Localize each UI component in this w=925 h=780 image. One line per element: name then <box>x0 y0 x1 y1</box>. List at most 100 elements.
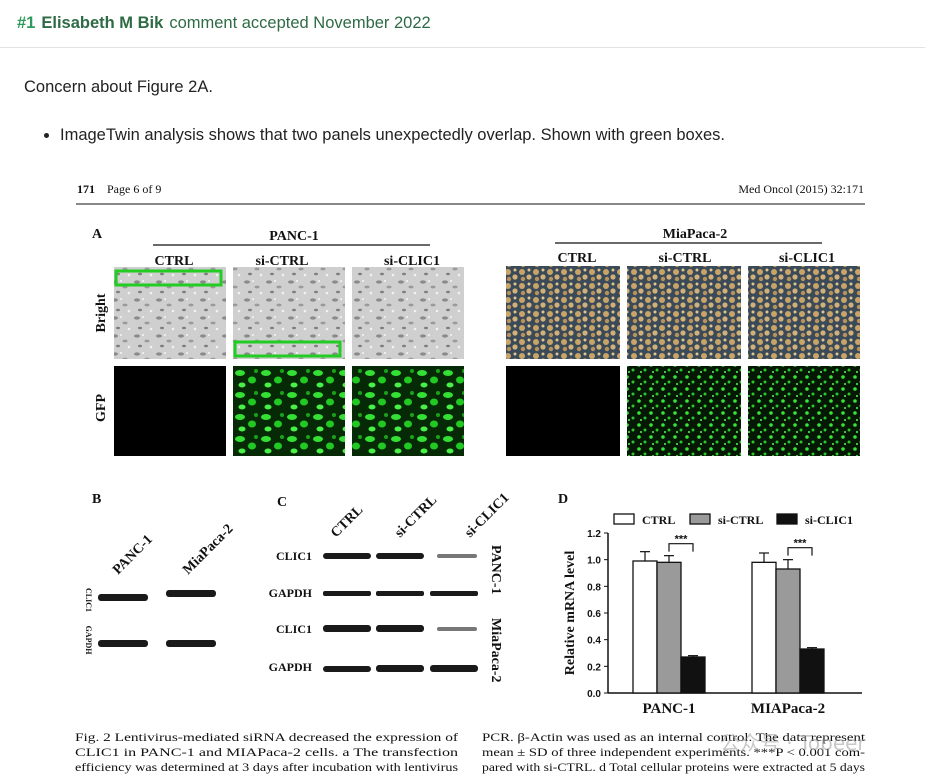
caption-left-line-1: Fig. 2 Lentivirus-mediated siRNA decreas… <box>75 730 458 744</box>
bright-mia-sictrl-image <box>627 266 741 359</box>
panel-c-band-gapdh-a: GAPDH <box>269 586 313 600</box>
panel-c-blot-r3-l3 <box>437 627 477 631</box>
comment-number[interactable]: #1 <box>17 14 36 32</box>
concern-text: Concern about Figure 2A. <box>24 78 213 96</box>
gfp-panc-sictrl-image <box>233 366 345 456</box>
panel-c-blot-r4-l3 <box>430 665 478 672</box>
legend-swatch <box>613 513 635 525</box>
panel-d-label: D <box>558 492 568 507</box>
panel-c-band-clic1-b: CLIC1 <box>276 622 312 636</box>
panel-c-side-panc: PANC-1 <box>488 545 503 595</box>
panel-c-blot-r2-l3 <box>430 591 478 596</box>
panel-c-side-mia: MiaPaca-2 <box>488 618 503 683</box>
legend-label: CTRL <box>642 513 675 527</box>
panel-b-blot-gapdh-2 <box>166 640 216 647</box>
comment-author[interactable]: Elisabeth M Bik <box>41 14 164 32</box>
panel-a-group-mia: MiaPaca-2 <box>663 227 728 242</box>
watermark: 公众号 · Topeer <box>720 731 866 755</box>
col-label-ctrl-panc: CTRL <box>155 254 194 269</box>
panel-c-blot-r1-l2 <box>376 553 424 559</box>
panel-b-lane-panc: PANC-1 <box>110 532 156 578</box>
bar-si-clic1 <box>799 648 825 694</box>
panel-b-band-clic1: CLIC1 <box>84 588 93 612</box>
panel-c-lane-siclic1: si-CLIC1 <box>462 491 512 541</box>
col-label-siclic1-panc: si-CLIC1 <box>384 254 440 269</box>
findings-list: ImageTwin analysis shows that two panels… <box>40 126 725 145</box>
panel-c-lane-sictrl: si-CTRL <box>392 493 440 541</box>
page-label: Page 6 of 9 <box>107 182 161 196</box>
panel-c-lane-ctrl: CTRL <box>328 503 366 541</box>
y-tick-label: 1.2 <box>587 529 601 540</box>
significance-stars: *** <box>675 534 689 546</box>
panel-b-label: B <box>92 492 101 507</box>
x-category-label: MIAPaca-2 <box>751 701 825 717</box>
y-tick-label: 0.2 <box>587 662 601 673</box>
comment-status: comment accepted November 2022 <box>169 14 431 32</box>
row-label-bright: Bright <box>94 293 109 332</box>
y-tick-label: 0.8 <box>587 582 601 593</box>
panel-c-blot-r3-l2 <box>376 625 424 632</box>
bright-mia-siclic1-image <box>748 266 860 359</box>
figure-image: 171 Page 6 of 9 Med Oncol (2015) 32:171 … <box>0 170 925 780</box>
bar-si-ctrl <box>656 561 682 694</box>
bar-si-ctrl <box>775 568 801 694</box>
panel-d-chart: 0.0 0.2 0.4 0.6 0.8 1.0 1.2 Relative mRNA level… <box>563 513 862 717</box>
panel-b-blot-clic1-2 <box>166 590 216 597</box>
gfp-mia-siclic1-image <box>748 366 860 456</box>
col-label-sictrl-panc: si-CTRL <box>256 254 309 269</box>
page-number: 171 <box>77 182 95 196</box>
gfp-panc-siclic1-image <box>352 366 464 456</box>
col-label-siclic1-mia: si-CLIC1 <box>779 251 835 266</box>
significance-bracket <box>668 543 694 552</box>
gfp-mia-ctrl-image <box>506 366 620 456</box>
bar-ctrl <box>632 560 658 694</box>
comment-header: #1 Elisabeth M Bik comment accepted Nove… <box>0 0 925 48</box>
panel-c-band-gapdh-b: GAPDH <box>269 660 313 674</box>
row-label-gfp: GFP <box>94 394 109 422</box>
bar-ctrl <box>751 561 777 694</box>
bar-si-clic1 <box>680 656 706 694</box>
bright-panc-sictrl-image <box>233 267 345 359</box>
y-tick-label: 0.0 <box>587 689 601 700</box>
overlap-box-ctrl <box>114 269 223 287</box>
caption-right-line-1: PCR. β-Actin was used as an internal con… <box>482 730 866 744</box>
journal-ref: Med Oncol (2015) 32:171 <box>738 182 864 196</box>
panel-c-blot-r1-l3 <box>437 554 477 558</box>
panel-c-label: C <box>277 495 287 510</box>
y-tick-label: 1.0 <box>587 556 601 567</box>
caption-left-line-3: efficiency was determined at 3 days afte… <box>75 760 458 774</box>
panel-c-blot-r2-l1 <box>323 591 371 596</box>
col-label-sictrl-mia: si-CTRL <box>659 251 712 266</box>
y-tick-label: 0.6 <box>587 609 601 620</box>
panel-b-blot-clic1-1 <box>98 594 148 601</box>
caption-right-line-3: pared with si-CTRL. d Total cellular pro… <box>482 760 865 774</box>
y-axis-label: Relative mRNA level <box>563 551 578 676</box>
finding-item: ImageTwin analysis shows that two panels… <box>60 126 725 145</box>
gfp-mia-sictrl-image <box>627 366 741 456</box>
panel-b-band-gapdh: GAPDH <box>84 626 93 656</box>
x-category-label: PANC-1 <box>642 701 695 717</box>
overlap-box-sictrl <box>233 340 342 358</box>
significance-stars: *** <box>794 538 808 550</box>
y-tick-label: 0.4 <box>587 636 601 647</box>
panel-c-band-clic1-a: CLIC1 <box>276 549 312 563</box>
caption-right-line-2: mean ± SD of three independent experimen… <box>482 745 865 759</box>
panel-b-lane-mia: MiaPaca-2 <box>180 522 236 578</box>
panel-c-blot-r2-l2 <box>376 591 424 596</box>
panel-a-label: A <box>92 227 103 242</box>
legend-label: si-CLIC1 <box>805 513 853 527</box>
bright-panc-siclic1-image <box>352 267 464 359</box>
legend-label: si-CTRL <box>718 513 763 527</box>
legend-swatch <box>689 513 711 525</box>
panel-c-blot-r4-l1 <box>323 666 371 672</box>
legend-swatch <box>776 513 798 525</box>
col-label-ctrl-mia: CTRL <box>558 251 597 266</box>
panel-b-blot-gapdh-1 <box>98 640 148 647</box>
gfp-panc-ctrl-image <box>114 366 226 456</box>
bright-mia-ctrl-image <box>506 266 620 359</box>
caption-left-line-2: CLIC1 in PANC-1 and MIAPaca-2 cells. a T… <box>75 745 458 759</box>
panel-c-blot-r3-l1 <box>323 625 371 632</box>
panel-a-group-panc1: PANC-1 <box>269 229 319 244</box>
significance-bracket <box>787 547 813 556</box>
panel-c-blot-r1-l1 <box>323 553 371 559</box>
